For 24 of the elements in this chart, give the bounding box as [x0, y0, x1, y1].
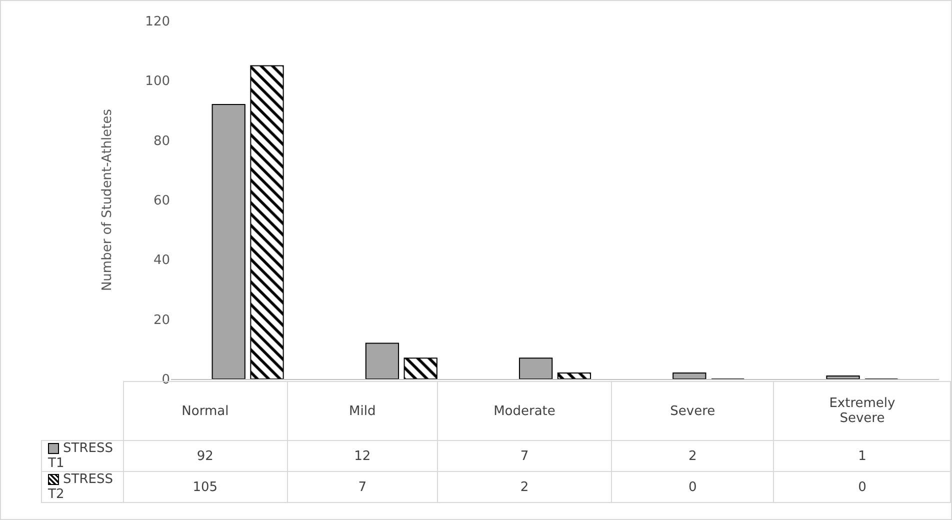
legend-label: STRESS T2: [48, 472, 113, 502]
x-tick-label: Normal: [182, 404, 229, 418]
x-tick-label: Extremely Severe: [774, 382, 950, 440]
legend-label: STRESS T1: [48, 441, 113, 471]
data-label: 12: [287, 440, 438, 472]
y-tick-label: 120: [145, 14, 170, 30]
data-label: 2: [438, 472, 612, 502]
y-tick-label: 80: [153, 134, 170, 149]
y-axis-title: Number of Student-Athletes: [100, 108, 116, 292]
data-label: 92: [123, 440, 288, 472]
x-tick-label: Mild: [287, 382, 438, 440]
data-label: 0: [774, 472, 950, 502]
y-tick-label: 60: [153, 194, 170, 209]
data-label: 7: [438, 440, 612, 472]
data-label: 7: [287, 472, 438, 502]
y-tick-label: 20: [153, 312, 170, 328]
y-tick-label: 40: [153, 253, 170, 268]
x-tick-label: Moderate: [438, 382, 612, 440]
data-label: 105: [123, 472, 288, 502]
data-label: 2: [611, 440, 774, 472]
data-label: 0: [611, 472, 774, 502]
x-tick-label: Severe: [611, 382, 774, 440]
y-tick-label: 100: [145, 74, 170, 90]
data-label: 1: [774, 440, 950, 472]
